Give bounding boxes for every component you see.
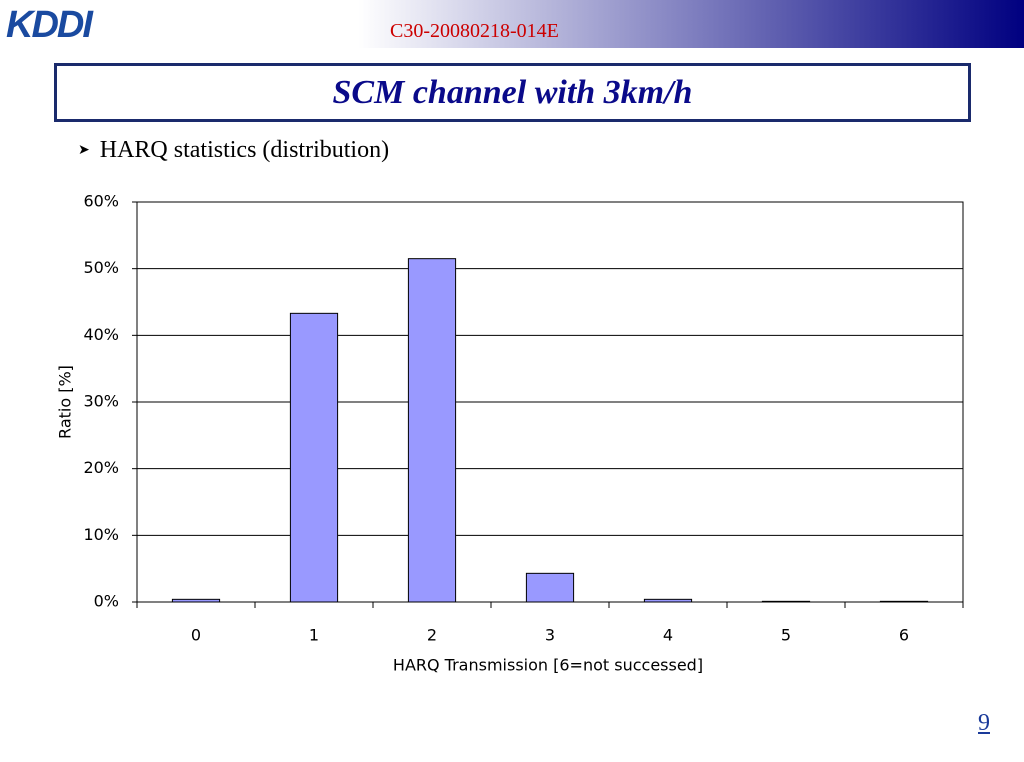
- x-tick-label: 3: [545, 626, 555, 645]
- y-tick-label: 0%: [94, 592, 119, 611]
- bar: [643, 598, 693, 603]
- y-tick-label: 30%: [83, 392, 119, 411]
- header-band: [0, 0, 1024, 48]
- bar: [879, 600, 929, 603]
- x-tick-label: 0: [191, 626, 201, 645]
- bullet-text: HARQ statistics (distribution): [99, 137, 390, 163]
- logo: KDDI: [6, 4, 93, 46]
- x-axis-title: HARQ Transmission [6=not successed]: [393, 656, 703, 675]
- y-tick-label: 20%: [83, 458, 119, 477]
- bullet-mark: ➤: [78, 143, 90, 158]
- page-number: 9: [978, 710, 990, 736]
- slide-title: SCM channel with 3km/h: [54, 63, 971, 122]
- y-tick-label: 40%: [83, 325, 119, 344]
- y-tick-label: 60%: [83, 192, 119, 211]
- bar: [407, 258, 457, 603]
- bar: [289, 312, 339, 603]
- y-tick-label: 10%: [83, 525, 119, 544]
- chart: HARQ Transmission [6=not successed] Rati…: [56, 192, 964, 675]
- x-tick-label: 6: [899, 626, 909, 645]
- bar: [171, 598, 221, 603]
- x-tick-label: 1: [309, 626, 319, 645]
- bullet: ➤ HARQ statistics (distribution): [78, 137, 389, 164]
- x-tick-label: 4: [663, 626, 673, 645]
- y-tick-label: 50%: [83, 258, 119, 277]
- x-tick-label: 2: [427, 626, 437, 645]
- bar: [525, 572, 575, 603]
- y-axis-title: Ratio [%]: [56, 365, 75, 439]
- x-tick-label: 5: [781, 626, 791, 645]
- doc-id: C30-20080218-014E: [390, 20, 559, 42]
- bar: [761, 600, 811, 603]
